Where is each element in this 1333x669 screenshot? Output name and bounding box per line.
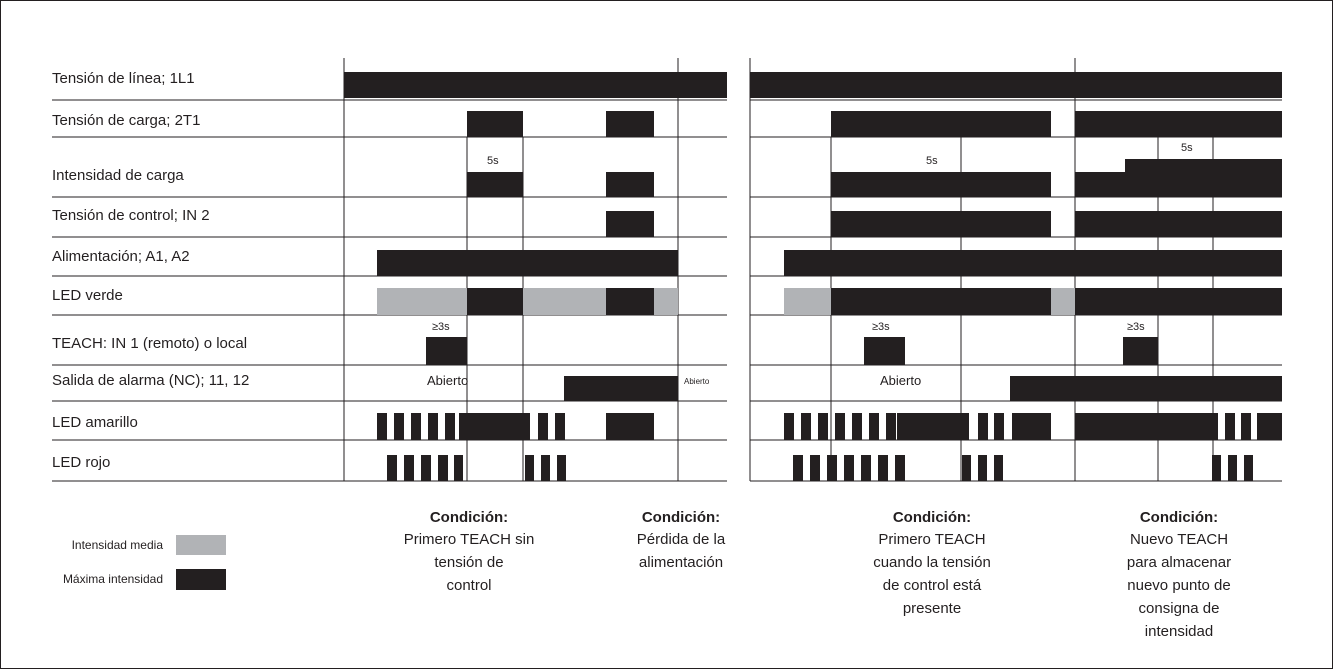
condition-4-line-1: Nuevo TEACH — [1130, 531, 1228, 548]
legend-medium-label: Intensidad media — [72, 538, 164, 552]
led-rojo-signal — [387, 455, 1253, 481]
condition-2-title: Condición: — [642, 509, 720, 526]
annotation-5s-right: 5s — [1181, 142, 1193, 154]
annotation-3s-right: ≥3s — [1127, 321, 1145, 333]
condition-3-title: Condición: — [893, 509, 971, 526]
legend-max-swatch — [176, 569, 226, 590]
annotation-3s-left: ≥3s — [432, 321, 450, 333]
condition-3-line-2: cuando la tensión — [873, 554, 991, 571]
row-label-led-amarillo: LED amarillo — [52, 414, 138, 431]
condition-4: Condición: Nuevo TEACH para almacenar nu… — [1127, 509, 1231, 640]
condition-2-line-2: alimentación — [639, 554, 723, 571]
row-label-alimentacion: Alimentación; A1, A2 — [52, 248, 190, 265]
legend-medium-swatch — [176, 535, 226, 555]
condition-4-line-2: para almacenar — [1127, 554, 1231, 571]
condition-2: Condición: Pérdida de la alimentación — [637, 509, 726, 571]
condition-4-title: Condición: — [1140, 509, 1218, 526]
condition-1-title: Condición: — [430, 509, 508, 526]
condition-1: Condición: Primero TEACH sin tensión de … — [404, 509, 535, 594]
condition-1-line-2: tensión de — [434, 554, 503, 571]
led-verde-signal — [377, 288, 1282, 315]
condition-2-line-1: Pérdida de la — [637, 531, 726, 548]
annotation-5s-left: 5s — [487, 155, 499, 167]
legend-max-label: Máxima intensidad — [63, 572, 163, 586]
condition-3-line-3: de control está — [883, 577, 982, 594]
condition-3-line-4: presente — [903, 600, 961, 617]
annotation-3s-middle: ≥3s — [872, 321, 890, 333]
row-label-control: Tensión de control; IN 2 — [52, 207, 210, 224]
row-label-led-rojo: LED rojo — [52, 454, 110, 471]
condition-4-line-4: consigna de — [1139, 600, 1220, 617]
signal-bars — [344, 72, 1282, 401]
annotation-5s-middle: 5s — [926, 155, 938, 167]
row-label-led-verde: LED verde — [52, 287, 123, 304]
legend: Intensidad media Máxima intensidad — [63, 535, 226, 590]
row-label-teach: TEACH: IN 1 (remoto) o local — [52, 335, 247, 352]
row-label-alarma: Salida de alarma (NC); 11, 12 — [52, 372, 249, 389]
condition-3: Condición: Primero TEACH cuando la tensi… — [873, 509, 991, 617]
annotation-abierto-small: Abierto — [684, 377, 710, 386]
row-label-linea: Tensión de línea; 1L1 — [52, 70, 195, 87]
annotation-abierto-right: Abierto — [880, 373, 921, 388]
led-amarillo-signal — [377, 413, 1282, 440]
condition-3-line-1: Primero TEACH — [878, 531, 985, 548]
annotation-abierto-left: Abierto — [427, 373, 468, 388]
condition-1-line-3: control — [446, 577, 491, 594]
condition-1-line-1: Primero TEACH sin — [404, 531, 535, 548]
condition-4-line-5: intensidad — [1145, 623, 1213, 640]
row-label-intensidad: Intensidad de carga — [52, 167, 184, 184]
row-label-carga: Tensión de carga; 2T1 — [52, 112, 200, 129]
condition-4-line-3: nuevo punto de — [1127, 577, 1230, 594]
